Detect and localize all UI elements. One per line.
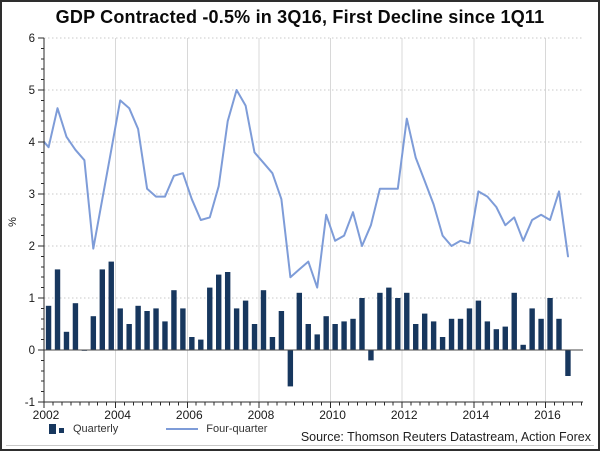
separator-line bbox=[6, 445, 594, 446]
source-credit: Source: Thomson Reuters Datastream, Acti… bbox=[300, 430, 591, 444]
quarterly-legend-label: Quarterly bbox=[73, 423, 119, 435]
x-tick-label: 2016 bbox=[534, 408, 561, 422]
bar bbox=[341, 321, 347, 350]
bar bbox=[126, 324, 132, 350]
bar bbox=[350, 318, 356, 350]
bar bbox=[296, 292, 303, 350]
bar bbox=[475, 300, 482, 350]
x-tick-label: 2004 bbox=[104, 408, 131, 422]
bar bbox=[413, 324, 419, 350]
bar bbox=[538, 318, 544, 350]
bar bbox=[207, 287, 213, 350]
bar bbox=[189, 337, 195, 350]
bar bbox=[162, 321, 168, 350]
bar bbox=[359, 298, 365, 350]
bar bbox=[251, 324, 258, 350]
y-tick-label: 3 bbox=[29, 189, 35, 201]
four-quarter-legend-label: Four-quarter bbox=[206, 423, 268, 435]
y-tick-label: 4 bbox=[29, 137, 36, 149]
bar bbox=[153, 308, 159, 350]
bar bbox=[332, 324, 338, 350]
bar bbox=[108, 261, 114, 350]
bar bbox=[72, 303, 79, 350]
bar bbox=[269, 337, 276, 350]
x-tick-label: 2010 bbox=[319, 408, 346, 422]
bar bbox=[224, 272, 231, 350]
bar bbox=[430, 321, 437, 350]
bar bbox=[198, 339, 204, 350]
quarterly-bars bbox=[37, 261, 571, 387]
bar bbox=[520, 344, 526, 350]
bar bbox=[421, 313, 428, 350]
bar bbox=[278, 311, 285, 350]
bar bbox=[305, 324, 311, 350]
bar-swatch-small bbox=[59, 428, 64, 433]
bar bbox=[233, 308, 240, 350]
bar bbox=[45, 305, 52, 350]
bar bbox=[439, 337, 446, 350]
bar bbox=[260, 290, 267, 350]
quarterly-legend-icon bbox=[49, 423, 65, 435]
bar bbox=[54, 269, 61, 350]
x-tick-label: 2006 bbox=[176, 408, 203, 422]
y-tick-label: 5 bbox=[29, 85, 35, 97]
bar bbox=[323, 316, 329, 350]
bar bbox=[511, 292, 517, 350]
bar bbox=[135, 305, 141, 350]
bar bbox=[466, 308, 473, 350]
y-tick-label: 6 bbox=[29, 33, 35, 45]
y-tick-label: 2 bbox=[29, 241, 35, 253]
bar bbox=[180, 308, 186, 350]
bar bbox=[37, 290, 42, 350]
chart-title: GDP Contracted -0.5% in 3Q16, First Decl… bbox=[55, 7, 545, 27]
bar bbox=[484, 321, 491, 350]
bar bbox=[493, 329, 500, 350]
bar bbox=[565, 350, 571, 376]
bar bbox=[144, 311, 150, 350]
bar bbox=[404, 292, 410, 350]
bar bbox=[529, 308, 535, 350]
bar-swatch-large bbox=[49, 424, 56, 434]
x-tick-label: 2014 bbox=[462, 408, 489, 422]
bar bbox=[448, 318, 455, 350]
four-quarter-line bbox=[44, 89, 569, 289]
bar bbox=[287, 350, 294, 387]
bar bbox=[457, 318, 464, 350]
y-tick-label: -1 bbox=[25, 397, 35, 409]
x-tick-label: 2012 bbox=[391, 408, 418, 422]
bar bbox=[395, 298, 401, 350]
bar bbox=[502, 326, 508, 350]
bar bbox=[368, 350, 374, 361]
bar bbox=[117, 308, 123, 350]
y-tick-label: 0 bbox=[29, 345, 35, 357]
bar bbox=[216, 274, 222, 350]
bar bbox=[377, 292, 383, 350]
bar bbox=[386, 287, 392, 350]
bar bbox=[556, 318, 562, 350]
x-tick-label: 2002 bbox=[33, 408, 60, 422]
legend: Quarterly Four-quarter bbox=[49, 421, 267, 437]
x-tick-label: 2008 bbox=[248, 408, 275, 422]
bar bbox=[547, 298, 553, 350]
bar bbox=[63, 331, 70, 350]
y-tick-label: 1 bbox=[29, 293, 35, 305]
bar bbox=[171, 290, 177, 350]
four-quarter-legend-icon bbox=[166, 428, 199, 430]
bar bbox=[242, 300, 249, 350]
y-axis-title: % bbox=[7, 217, 19, 227]
bar bbox=[99, 269, 105, 350]
bar bbox=[90, 316, 97, 350]
bar bbox=[314, 334, 320, 350]
